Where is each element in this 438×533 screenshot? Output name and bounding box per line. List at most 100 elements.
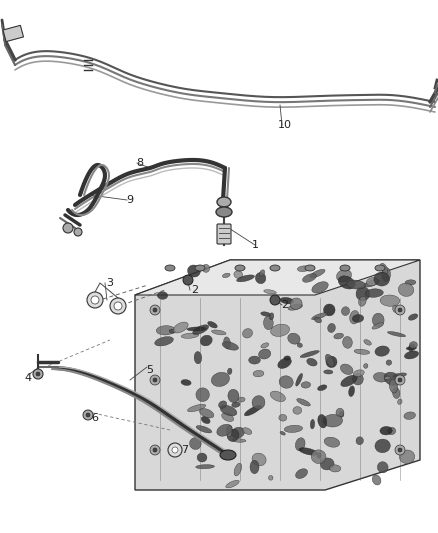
- Ellipse shape: [232, 402, 240, 407]
- Ellipse shape: [372, 475, 381, 485]
- Circle shape: [114, 302, 122, 310]
- Ellipse shape: [350, 311, 359, 324]
- Ellipse shape: [237, 275, 254, 282]
- Ellipse shape: [190, 438, 201, 449]
- Ellipse shape: [173, 322, 188, 333]
- Ellipse shape: [220, 405, 237, 416]
- Ellipse shape: [389, 379, 398, 393]
- Ellipse shape: [197, 453, 207, 462]
- Ellipse shape: [193, 325, 208, 335]
- Ellipse shape: [201, 416, 210, 424]
- Ellipse shape: [405, 280, 416, 285]
- Ellipse shape: [384, 372, 400, 385]
- Ellipse shape: [375, 439, 390, 453]
- Ellipse shape: [258, 349, 271, 359]
- Ellipse shape: [392, 387, 400, 399]
- Ellipse shape: [261, 312, 271, 316]
- Text: 6: 6: [92, 413, 99, 423]
- Ellipse shape: [155, 337, 173, 346]
- Ellipse shape: [311, 419, 314, 429]
- FancyBboxPatch shape: [217, 224, 231, 244]
- Text: 4: 4: [25, 373, 32, 383]
- Text: 2: 2: [282, 300, 289, 310]
- Ellipse shape: [222, 342, 238, 350]
- Circle shape: [395, 375, 405, 385]
- Ellipse shape: [271, 324, 290, 336]
- Ellipse shape: [343, 336, 352, 348]
- Ellipse shape: [288, 333, 300, 344]
- Ellipse shape: [374, 373, 388, 382]
- Ellipse shape: [325, 354, 334, 367]
- Ellipse shape: [280, 431, 285, 435]
- Circle shape: [398, 308, 402, 312]
- Ellipse shape: [311, 450, 326, 464]
- Ellipse shape: [255, 272, 266, 284]
- Ellipse shape: [156, 326, 175, 335]
- Ellipse shape: [227, 368, 232, 375]
- Ellipse shape: [326, 356, 337, 368]
- Ellipse shape: [314, 317, 321, 323]
- Ellipse shape: [340, 265, 350, 271]
- Ellipse shape: [323, 414, 343, 427]
- Ellipse shape: [406, 346, 417, 350]
- Ellipse shape: [374, 272, 390, 286]
- Ellipse shape: [300, 351, 319, 358]
- Ellipse shape: [393, 373, 406, 378]
- Ellipse shape: [228, 389, 239, 402]
- Ellipse shape: [397, 446, 404, 454]
- Ellipse shape: [305, 265, 315, 271]
- Ellipse shape: [269, 313, 274, 320]
- Polygon shape: [135, 260, 420, 490]
- Ellipse shape: [199, 409, 214, 418]
- Ellipse shape: [200, 335, 212, 346]
- Circle shape: [63, 223, 73, 233]
- Ellipse shape: [261, 343, 269, 348]
- Ellipse shape: [398, 399, 402, 405]
- Ellipse shape: [398, 283, 414, 296]
- Ellipse shape: [380, 295, 400, 306]
- Ellipse shape: [226, 480, 239, 488]
- Ellipse shape: [232, 439, 246, 442]
- Ellipse shape: [250, 461, 259, 474]
- Ellipse shape: [202, 264, 210, 272]
- Ellipse shape: [324, 304, 335, 316]
- Ellipse shape: [297, 399, 310, 406]
- Ellipse shape: [364, 340, 371, 345]
- Ellipse shape: [388, 427, 396, 434]
- Ellipse shape: [181, 379, 191, 385]
- Ellipse shape: [157, 292, 168, 300]
- Text: 1: 1: [251, 240, 258, 250]
- Ellipse shape: [388, 332, 406, 337]
- Circle shape: [86, 413, 90, 417]
- Text: 10: 10: [278, 120, 292, 130]
- Ellipse shape: [365, 289, 383, 297]
- Ellipse shape: [212, 373, 230, 386]
- Ellipse shape: [380, 426, 392, 435]
- Ellipse shape: [231, 427, 244, 438]
- Ellipse shape: [165, 265, 175, 271]
- Ellipse shape: [353, 370, 364, 377]
- Ellipse shape: [409, 344, 415, 351]
- Ellipse shape: [208, 321, 217, 328]
- Ellipse shape: [336, 269, 352, 282]
- Circle shape: [83, 410, 93, 420]
- Ellipse shape: [270, 391, 286, 401]
- Ellipse shape: [353, 373, 363, 385]
- Circle shape: [270, 295, 280, 305]
- Ellipse shape: [220, 450, 236, 460]
- Ellipse shape: [366, 278, 378, 286]
- Ellipse shape: [392, 305, 398, 312]
- Ellipse shape: [297, 266, 310, 272]
- Ellipse shape: [295, 438, 305, 451]
- Ellipse shape: [408, 314, 418, 320]
- Ellipse shape: [352, 314, 364, 322]
- Ellipse shape: [227, 429, 239, 441]
- Ellipse shape: [372, 313, 384, 327]
- Ellipse shape: [270, 265, 280, 271]
- Circle shape: [33, 369, 43, 379]
- Ellipse shape: [375, 346, 389, 356]
- Circle shape: [150, 305, 160, 315]
- Ellipse shape: [238, 397, 245, 402]
- Ellipse shape: [290, 298, 302, 310]
- Ellipse shape: [278, 358, 291, 368]
